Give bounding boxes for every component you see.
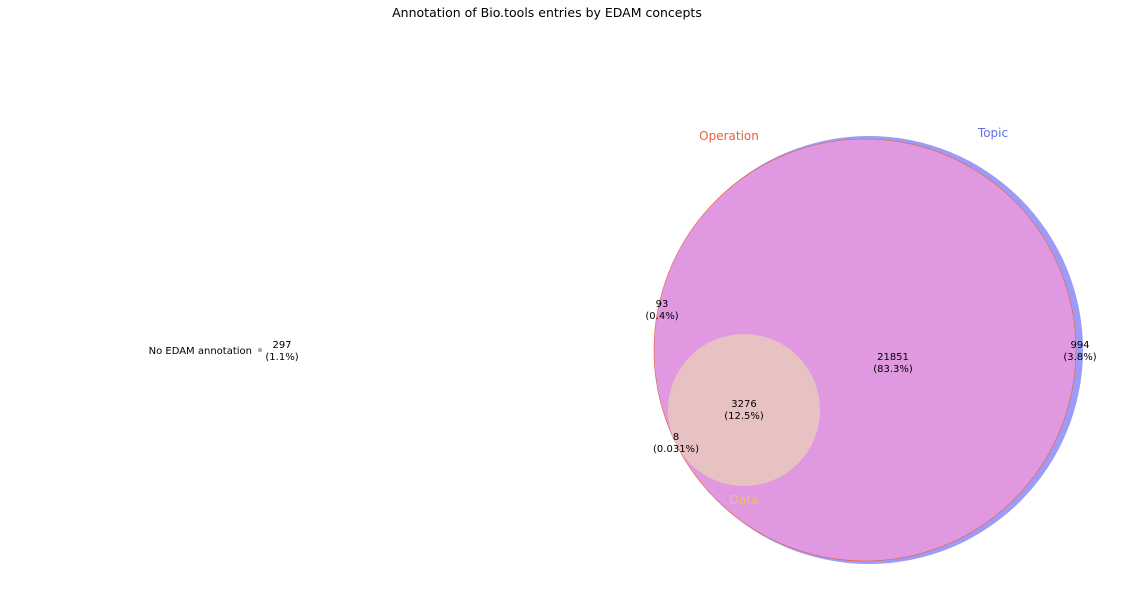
- region-percent: (83.3%): [873, 364, 913, 375]
- region-count: 21851: [877, 352, 909, 363]
- chart-title: Annotation of Bio.tools entries by EDAM …: [392, 5, 702, 20]
- set-label-operation: Operation: [699, 129, 759, 143]
- outside-count: 297: [272, 340, 291, 351]
- region-count: 8: [673, 432, 679, 443]
- outside-annotation: No EDAM annotation 297 (1.1%): [149, 340, 299, 363]
- venn-circles: [653, 136, 1083, 564]
- region-count: 93: [656, 299, 669, 310]
- region-percent: (3.8%): [1063, 352, 1096, 363]
- region-label-operation-data: 8 (0.031%): [653, 432, 699, 455]
- region-label-topic-only: 994 (3.8%): [1063, 340, 1096, 363]
- outside-label: No EDAM annotation: [149, 346, 252, 357]
- data-circle: [668, 334, 820, 486]
- region-count: 994: [1070, 340, 1089, 351]
- region-label-operation-topic: 21851 (83.3%): [873, 352, 913, 375]
- region-percent: (12.5%): [724, 411, 764, 422]
- outside-dot: [257, 347, 263, 353]
- region-percent: (0.031%): [653, 444, 699, 455]
- set-label-data: Data: [730, 493, 759, 507]
- set-label-topic: Topic: [977, 126, 1008, 140]
- region-count: 3276: [731, 399, 756, 410]
- outside-percent: (1.1%): [265, 352, 298, 363]
- region-label-operation-only: 93 (0.4%): [645, 299, 678, 322]
- region-label-all-three: 3276 (12.5%): [724, 399, 764, 422]
- region-percent: (0.4%): [645, 311, 678, 322]
